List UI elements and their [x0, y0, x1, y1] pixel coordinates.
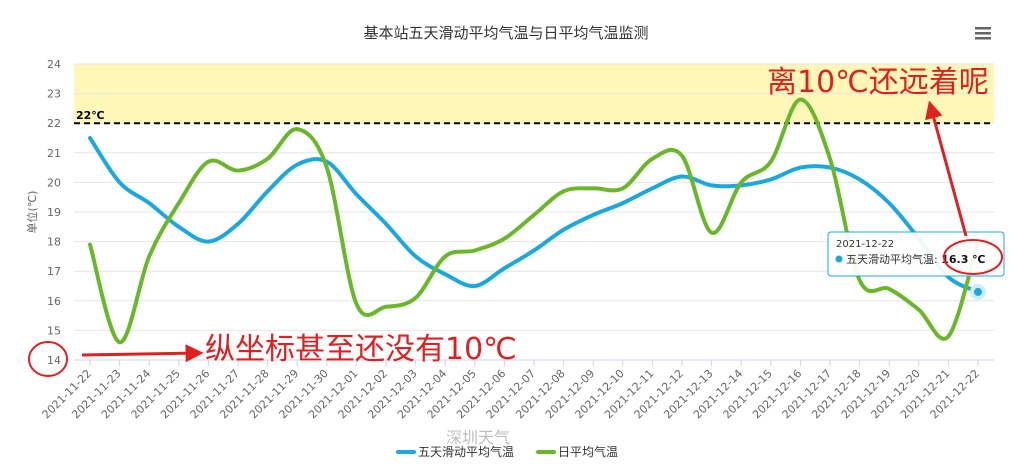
data-point: [474, 285, 476, 287]
y-tick-label: 15: [47, 324, 61, 337]
data-point: [415, 297, 417, 299]
tooltip-date: 2021-12-22: [836, 239, 894, 250]
data-point: [592, 187, 594, 189]
data-point: [415, 255, 417, 257]
data-point: [503, 238, 505, 240]
legend-label: 日平均气温: [558, 444, 618, 459]
legend-label: 五天滑动平均气温: [418, 444, 514, 459]
data-point: [770, 161, 772, 163]
data-point: [355, 193, 357, 195]
y-axis-ticks: 14 15 16 17 18 19 20 21 22 23 24: [47, 58, 61, 367]
watermark: 深圳天气: [446, 428, 510, 447]
data-point: [592, 214, 594, 216]
data-point: [237, 223, 239, 225]
data-point: [859, 279, 861, 281]
data-point: [355, 303, 357, 305]
x-axis-ticks: 2021-11-222021-11-232021-11-242021-11-25…: [40, 360, 982, 421]
data-point: [651, 158, 653, 160]
series-line-1[interactable]: [88, 136, 980, 294]
data-point: [711, 184, 713, 186]
data-point: [207, 161, 209, 163]
value-highlight-circle: [943, 239, 1003, 275]
data-point: [296, 164, 298, 166]
data-point: [533, 214, 535, 216]
y-tick-label: 16: [47, 295, 61, 308]
data-point: [178, 202, 180, 204]
svg-text:五天滑动平均气温: 16.3 ℃: 五天滑动平均气温: 16.3 ℃: [846, 252, 986, 266]
hover-point[interactable]: [970, 283, 986, 300]
data-point: [385, 223, 387, 225]
data-point: [207, 241, 209, 243]
data-point: [178, 226, 180, 228]
y-tick-label: 17: [47, 265, 61, 278]
series-line-2[interactable]: [88, 97, 980, 345]
tooltip-series-name: 五天滑动平均气温: [846, 252, 934, 266]
y-tick-label: 23: [47, 88, 61, 101]
y-axis-label: 单位(℃): [25, 191, 39, 234]
data-point: [859, 178, 861, 180]
data-point: [444, 273, 446, 275]
data-point: [681, 155, 683, 157]
data-point: [503, 267, 505, 269]
data-point: [799, 167, 801, 169]
tooltip: 2021-12-22 五天滑动平均气温: 16.3 ℃: [827, 231, 1005, 277]
data-point: [119, 341, 121, 343]
data-point: [947, 335, 949, 337]
data-point: [474, 249, 476, 251]
data-point: [237, 170, 239, 172]
data-point: [563, 229, 565, 231]
data-point: [918, 309, 920, 311]
data-point: [267, 190, 269, 192]
legend-item-2[interactable]: 日平均气温: [536, 444, 618, 459]
y-tick-label: 20: [47, 176, 61, 189]
data-point: [385, 306, 387, 308]
y-tick-label: 21: [47, 147, 61, 160]
data-point: [267, 158, 269, 160]
data-point: [533, 249, 535, 251]
data-point: [622, 202, 624, 204]
annotation-top: 离10℃还远着呢: [767, 65, 989, 100]
chart-title: 基本站五天滑动平均气温与日平均气温监测: [363, 24, 648, 42]
y-tick-label: 19: [47, 206, 61, 219]
data-point: [89, 137, 91, 139]
data-point: [622, 187, 624, 189]
data-point: [681, 175, 683, 177]
legend-item-1[interactable]: 五天滑动平均气温: [396, 444, 514, 459]
data-point: [740, 181, 742, 183]
y-tick-label: 24: [47, 58, 61, 71]
data-point: [829, 158, 831, 160]
tooltip-value: 16.3 ℃: [941, 253, 985, 266]
data-point: [89, 244, 91, 246]
data-point: [148, 255, 150, 257]
data-point: [296, 128, 298, 130]
series-group: [88, 97, 980, 345]
data-point: [651, 187, 653, 189]
annotation-arrow-bottom: [81, 344, 204, 363]
data-point: [888, 288, 890, 290]
annotation-bottom: 纵坐标甚至还没有10℃: [205, 332, 517, 367]
data-point: [888, 202, 890, 204]
data-point: [563, 190, 565, 192]
data-point: [148, 202, 150, 204]
data-point: [119, 181, 121, 183]
y-tick-label: 14: [47, 354, 61, 367]
tooltip-series-marker: [835, 255, 843, 263]
menu-button[interactable]: [968, 24, 996, 44]
data-point: [444, 255, 446, 257]
axis-min-highlight-circle: [28, 341, 68, 377]
hamburger-menu-icon: [975, 27, 991, 30]
data-point: [770, 178, 772, 180]
y-tick-label: 22: [47, 117, 61, 130]
legend: 五天滑动平均气温 日平均气温: [396, 444, 618, 459]
data-point: [326, 167, 328, 169]
data-point: [711, 232, 713, 234]
annotation-arrow-top: [925, 100, 968, 237]
reference-line-label: 22℃: [76, 109, 105, 122]
y-tick-label: 18: [47, 236, 61, 249]
